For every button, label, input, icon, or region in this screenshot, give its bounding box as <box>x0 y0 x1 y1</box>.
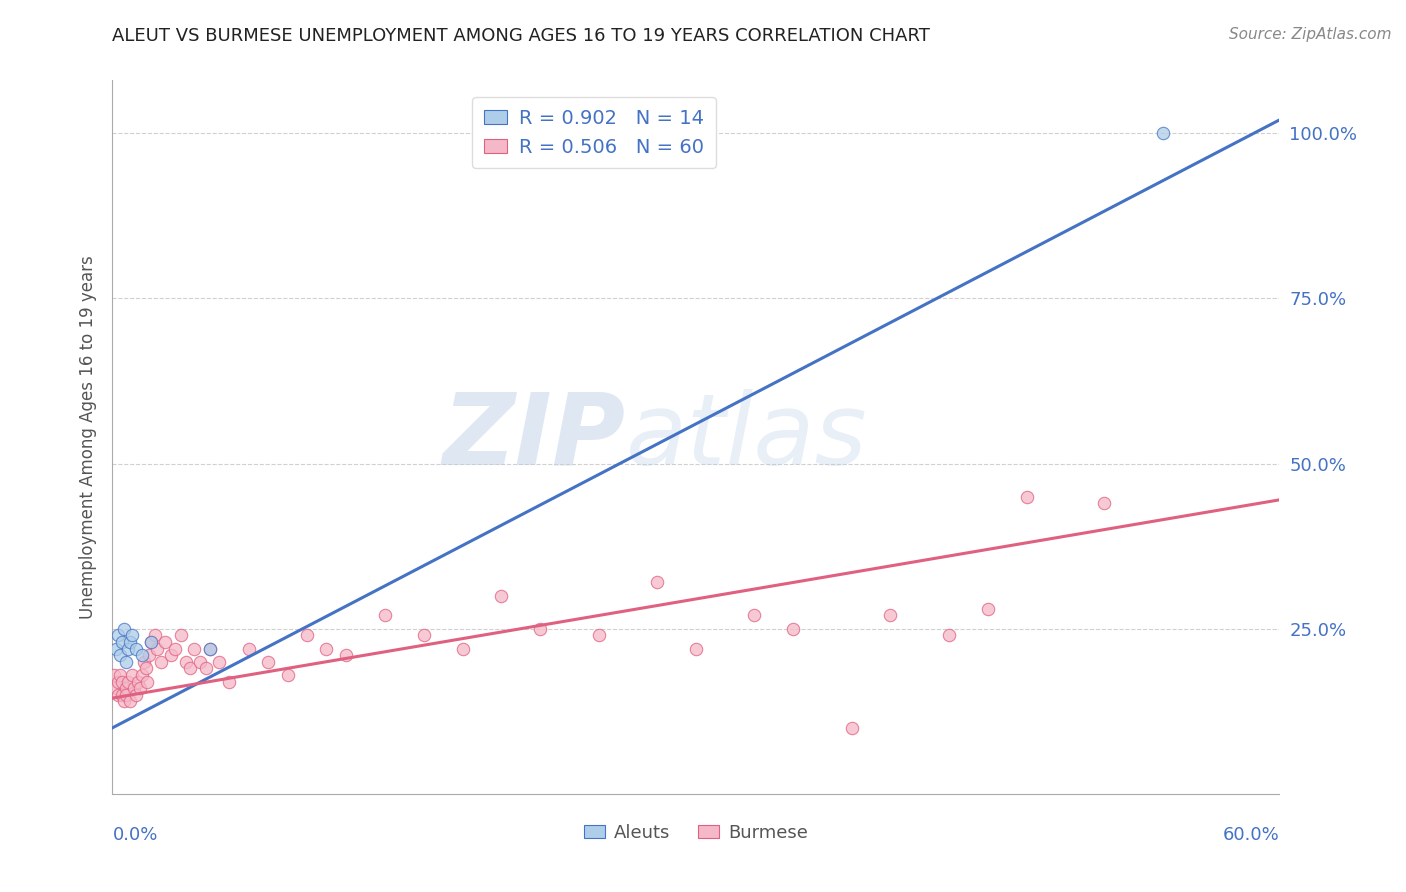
Point <box>118 694 141 708</box>
Point <box>112 622 135 636</box>
Point <box>131 648 153 662</box>
Point <box>141 635 163 649</box>
Point <box>218 674 240 689</box>
Point <box>1094 496 1116 510</box>
Point <box>257 655 280 669</box>
Point <box>179 661 201 675</box>
Point <box>110 648 132 662</box>
Point <box>315 641 337 656</box>
Text: 0.0%: 0.0% <box>112 826 157 844</box>
Point <box>169 628 191 642</box>
Point <box>143 628 166 642</box>
Point <box>115 681 138 695</box>
Point <box>105 641 128 656</box>
Point <box>105 681 128 695</box>
Point <box>238 641 260 656</box>
Point <box>374 608 396 623</box>
Point <box>529 622 551 636</box>
Point <box>879 608 901 623</box>
Text: ALEUT VS BURMESE UNEMPLOYMENT AMONG AGES 16 TO 19 YEARS CORRELATION CHART: ALEUT VS BURMESE UNEMPLOYMENT AMONG AGES… <box>112 27 931 45</box>
Point <box>103 668 125 682</box>
Point <box>208 655 231 669</box>
Point <box>132 655 155 669</box>
Point <box>938 628 960 642</box>
Point <box>115 655 138 669</box>
Point <box>150 655 173 669</box>
Text: Source: ZipAtlas.com: Source: ZipAtlas.com <box>1229 27 1392 42</box>
Point <box>107 674 129 689</box>
Point <box>111 674 134 689</box>
Point <box>138 648 160 662</box>
Point <box>125 688 148 702</box>
Point <box>115 688 138 702</box>
Point <box>976 602 998 616</box>
Point <box>276 668 298 682</box>
Text: atlas: atlas <box>626 389 868 485</box>
Legend: Aleuts, Burmese: Aleuts, Burmese <box>576 817 815 849</box>
Point <box>588 628 610 642</box>
Point <box>112 694 135 708</box>
Point <box>107 628 129 642</box>
Point <box>335 648 357 662</box>
Point <box>125 641 148 656</box>
Point <box>128 681 150 695</box>
Point <box>183 641 205 656</box>
Point <box>198 641 221 656</box>
Point <box>1015 490 1038 504</box>
Point <box>111 688 134 702</box>
Point <box>121 668 143 682</box>
Point <box>198 641 221 656</box>
Point <box>153 635 176 649</box>
Point <box>188 655 211 669</box>
Point <box>141 635 163 649</box>
Point <box>412 628 434 642</box>
Point <box>136 674 159 689</box>
Point <box>685 641 707 656</box>
Point <box>117 641 139 656</box>
Point <box>295 628 318 642</box>
Y-axis label: Unemployment Among Ages 16 to 19 years: Unemployment Among Ages 16 to 19 years <box>79 255 97 619</box>
Point <box>111 635 134 649</box>
Point <box>121 628 143 642</box>
Point <box>645 575 668 590</box>
Point <box>163 641 186 656</box>
Point <box>146 641 169 656</box>
Text: ZIP: ZIP <box>443 389 626 485</box>
Point <box>160 648 183 662</box>
Point <box>122 681 145 695</box>
Point <box>131 668 153 682</box>
Point <box>841 721 863 735</box>
Point <box>127 674 149 689</box>
Point <box>491 589 513 603</box>
Point <box>451 641 474 656</box>
Point <box>117 674 139 689</box>
Point <box>107 688 129 702</box>
Point <box>744 608 766 623</box>
Point <box>176 655 198 669</box>
Point <box>782 622 804 636</box>
Point <box>1152 126 1174 140</box>
Text: 60.0%: 60.0% <box>1223 826 1279 844</box>
Point <box>135 661 157 675</box>
Point <box>110 668 132 682</box>
Point <box>118 635 141 649</box>
Point <box>194 661 217 675</box>
